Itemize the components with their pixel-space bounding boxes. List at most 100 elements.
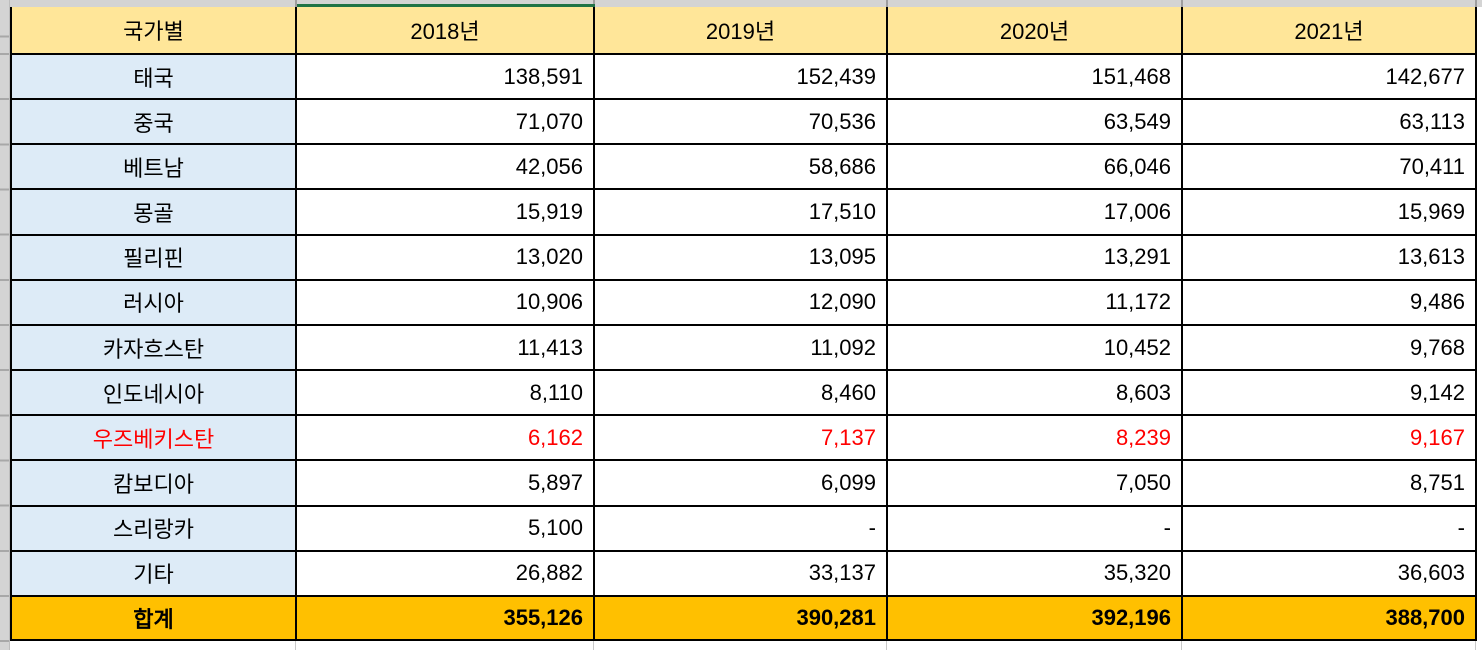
gridline bbox=[1181, 641, 1182, 650]
country-cell[interactable]: 캄보디아 bbox=[12, 461, 297, 505]
table-row: 러시아 10,906 12,090 11,172 9,486 bbox=[12, 280, 1477, 326]
column-divider-tick bbox=[593, 0, 595, 7]
table-row: 우즈베키스탄 6,162 7,137 8,239 9,167 bbox=[12, 416, 1477, 462]
active-column-indicator bbox=[297, 4, 595, 7]
value-cell-2019[interactable]: - bbox=[595, 506, 888, 550]
value-cell-2019[interactable]: 6,099 bbox=[595, 461, 888, 505]
value-cell-2020[interactable]: 63,549 bbox=[888, 100, 1183, 144]
value-cell-2018[interactable]: 5,897 bbox=[297, 461, 595, 505]
column-header-strip bbox=[10, 0, 1482, 7]
value-cell-2020[interactable]: 35,320 bbox=[888, 551, 1183, 595]
value-cell-2021[interactable]: 63,113 bbox=[1183, 100, 1477, 144]
value-cell-2018[interactable]: 8,110 bbox=[297, 371, 595, 415]
header-row: 국가별 2018년 2019년 2020년 2021년 bbox=[12, 7, 1477, 55]
row-header-rail bbox=[0, 0, 10, 650]
value-cell-2021[interactable]: 70,411 bbox=[1183, 145, 1477, 189]
table-row: 카자흐스탄 11,413 11,092 10,452 9,768 bbox=[12, 325, 1477, 372]
gridline bbox=[886, 641, 887, 650]
table-row: 필리핀 13,020 13,095 13,291 13,613 bbox=[12, 235, 1477, 281]
value-cell-2021[interactable]: 9,142 bbox=[1183, 371, 1477, 415]
value-cell-2018[interactable]: 13,020 bbox=[297, 235, 595, 279]
value-cell-2018[interactable]: 11,413 bbox=[297, 325, 595, 370]
value-cell-2021[interactable]: 9,768 bbox=[1183, 325, 1477, 370]
header-country[interactable]: 국가별 bbox=[12, 7, 297, 53]
value-cell-2021[interactable]: - bbox=[1183, 506, 1477, 550]
value-cell-2018[interactable]: 6,162 bbox=[297, 416, 595, 460]
country-cell[interactable]: 스리랑카 bbox=[12, 506, 297, 550]
total-value-2018[interactable]: 355,126 bbox=[297, 596, 595, 639]
value-cell-2020[interactable]: 66,046 bbox=[888, 145, 1183, 189]
table-row: 캄보디아 5,897 6,099 7,050 8,751 bbox=[12, 461, 1477, 507]
value-cell-2020[interactable]: 7,050 bbox=[888, 461, 1183, 505]
value-cell-2020[interactable]: 17,006 bbox=[888, 190, 1183, 234]
column-divider-tick bbox=[1475, 0, 1477, 7]
gridline bbox=[593, 641, 594, 650]
value-cell-2019[interactable]: 70,536 bbox=[595, 100, 888, 144]
value-cell-2020[interactable]: 8,239 bbox=[888, 416, 1183, 460]
value-cell-2019[interactable]: 33,137 bbox=[595, 551, 888, 595]
country-cell[interactable]: 필리핀 bbox=[12, 235, 297, 279]
table-row: 태국 138,591 152,439 151,468 142,677 bbox=[12, 55, 1477, 101]
total-row: 합계 355,126 390,281 392,196 388,700 bbox=[12, 596, 1477, 641]
value-cell-2019[interactable]: 11,092 bbox=[595, 325, 888, 370]
country-cell[interactable]: 몽골 bbox=[12, 190, 297, 234]
gridline bbox=[1475, 641, 1476, 650]
country-cell[interactable]: 베트남 bbox=[12, 145, 297, 189]
value-cell-2021[interactable]: 9,167 bbox=[1183, 416, 1477, 460]
value-cell-2020[interactable]: 10,452 bbox=[888, 325, 1183, 370]
total-value-2020[interactable]: 392,196 bbox=[888, 596, 1183, 639]
country-cell[interactable]: 기타 bbox=[12, 551, 297, 595]
table-row: 몽골 15,919 17,510 17,006 15,969 bbox=[12, 190, 1477, 236]
country-cell[interactable]: 카자흐스탄 bbox=[12, 325, 297, 370]
country-cell[interactable]: 중국 bbox=[12, 100, 297, 144]
table-row: 인도네시아 8,110 8,460 8,603 9,142 bbox=[12, 371, 1477, 417]
value-cell-2021[interactable]: 9,486 bbox=[1183, 280, 1477, 324]
table-row: 기타 26,882 33,137 35,320 36,603 bbox=[12, 551, 1477, 597]
value-cell-2019[interactable]: 152,439 bbox=[595, 55, 888, 99]
header-year-2021[interactable]: 2021년 bbox=[1183, 7, 1477, 53]
total-value-2019[interactable]: 390,281 bbox=[595, 596, 888, 639]
value-cell-2018[interactable]: 42,056 bbox=[297, 145, 595, 189]
country-cell[interactable]: 러시아 bbox=[12, 280, 297, 324]
country-cell[interactable]: 우즈베키스탄 bbox=[12, 416, 297, 460]
country-cell[interactable]: 인도네시아 bbox=[12, 371, 297, 415]
value-cell-2018[interactable]: 138,591 bbox=[297, 55, 595, 99]
value-cell-2020[interactable]: 13,291 bbox=[888, 235, 1183, 279]
value-cell-2020[interactable]: - bbox=[888, 506, 1183, 550]
value-cell-2019[interactable]: 7,137 bbox=[595, 416, 888, 460]
value-cell-2020[interactable]: 151,468 bbox=[888, 55, 1183, 99]
value-cell-2018[interactable]: 71,070 bbox=[297, 100, 595, 144]
value-cell-2020[interactable]: 11,172 bbox=[888, 280, 1183, 324]
table-row: 스리랑카 5,100 - - - bbox=[12, 506, 1477, 552]
header-year-2019[interactable]: 2019년 bbox=[595, 7, 888, 53]
header-year-2018[interactable]: 2018년 bbox=[297, 7, 595, 53]
value-cell-2021[interactable]: 142,677 bbox=[1183, 55, 1477, 99]
value-cell-2018[interactable]: 15,919 bbox=[297, 190, 595, 234]
data-table: 국가별 2018년 2019년 2020년 2021년 태국 138,591 1… bbox=[10, 7, 1477, 641]
column-divider-tick bbox=[886, 0, 888, 7]
header-year-2020[interactable]: 2020년 bbox=[888, 7, 1183, 53]
value-cell-2019[interactable]: 17,510 bbox=[595, 190, 888, 234]
gridline bbox=[295, 641, 296, 650]
total-value-2021[interactable]: 388,700 bbox=[1183, 596, 1477, 639]
table-row: 중국 71,070 70,536 63,549 63,113 bbox=[12, 100, 1477, 146]
table-row: 베트남 42,056 58,686 66,046 70,411 bbox=[12, 145, 1477, 191]
value-cell-2021[interactable]: 8,751 bbox=[1183, 461, 1477, 505]
value-cell-2021[interactable]: 36,603 bbox=[1183, 551, 1477, 595]
column-divider-tick bbox=[1181, 0, 1183, 7]
value-cell-2018[interactable]: 10,906 bbox=[297, 280, 595, 324]
table-body: 태국 138,591 152,439 151,468 142,677 중국 71… bbox=[12, 55, 1477, 597]
country-cell[interactable]: 태국 bbox=[12, 55, 297, 99]
value-cell-2019[interactable]: 58,686 bbox=[595, 145, 888, 189]
value-cell-2021[interactable]: 15,969 bbox=[1183, 190, 1477, 234]
total-label-cell[interactable]: 합계 bbox=[12, 596, 297, 639]
value-cell-2019[interactable]: 12,090 bbox=[595, 280, 888, 324]
value-cell-2019[interactable]: 8,460 bbox=[595, 371, 888, 415]
column-divider-tick bbox=[295, 0, 297, 7]
value-cell-2018[interactable]: 26,882 bbox=[297, 551, 595, 595]
value-cell-2021[interactable]: 13,613 bbox=[1183, 235, 1477, 279]
value-cell-2020[interactable]: 8,603 bbox=[888, 371, 1183, 415]
value-cell-2018[interactable]: 5,100 bbox=[297, 506, 595, 550]
value-cell-2019[interactable]: 13,095 bbox=[595, 235, 888, 279]
